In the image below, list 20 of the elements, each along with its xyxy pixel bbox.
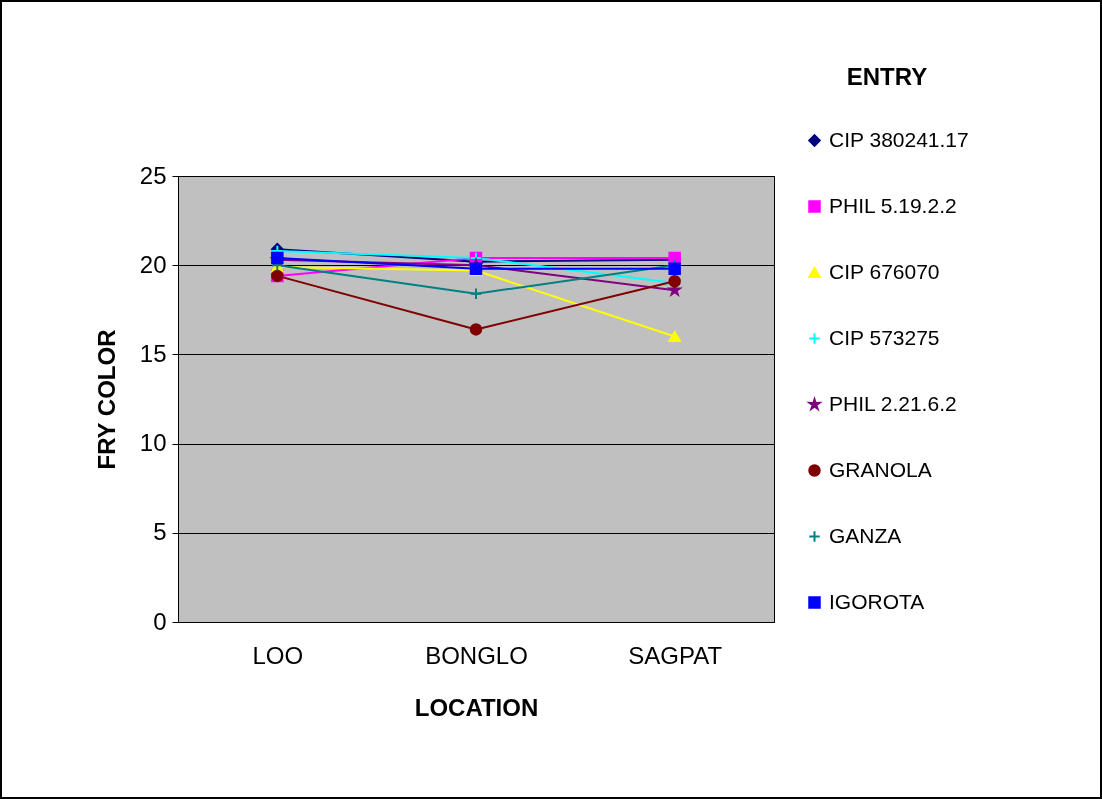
y-tick-label: 0 [153, 607, 167, 635]
y-tick-label: 5 [153, 518, 167, 546]
legend-label: PHIL 5.19.2.2 [829, 193, 957, 217]
legend-label: CIP 573275 [829, 325, 940, 349]
y-axis-title: FRY COLOR [92, 329, 120, 470]
y-tick-label: 25 [139, 161, 167, 189]
x-axis-title: LOCATION [414, 693, 539, 721]
legend-label: IGOROTA [829, 589, 925, 613]
y-tick-label: 10 [139, 429, 167, 457]
legend-label: PHIL 2.21.6.2 [829, 391, 957, 415]
legend-label: CIP 380241.17 [829, 127, 969, 151]
y-tick-label: 15 [139, 339, 167, 367]
legend-label: GANZA [829, 523, 902, 547]
legend-title: ENTRY [846, 63, 928, 90]
y-tick-label: 20 [139, 250, 167, 278]
x-tick-label: SAGPAT [628, 641, 723, 669]
x-tick-label: BONGLO [425, 641, 528, 669]
legend-label: GRANOLA [829, 457, 932, 481]
x-tick-label: LOO [252, 641, 304, 669]
legend-label: CIP 676070 [829, 259, 940, 283]
